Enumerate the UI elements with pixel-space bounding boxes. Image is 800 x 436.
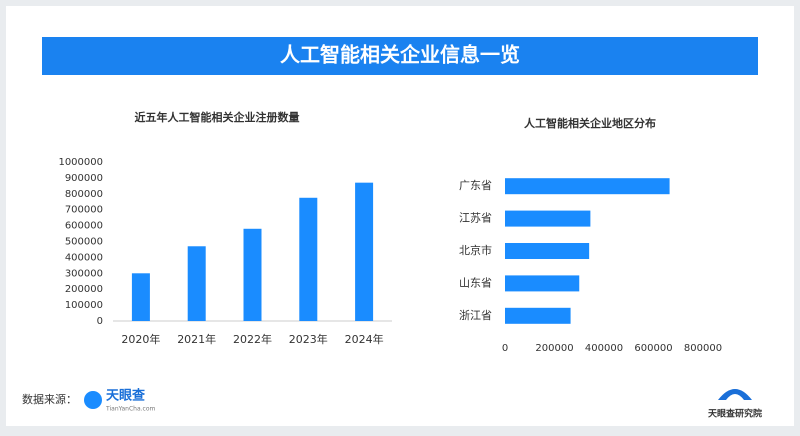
bar xyxy=(299,197,318,321)
x-tick-label: 2023年 xyxy=(289,332,328,346)
y-tick-label: 500000 xyxy=(65,237,103,248)
y-tick-label: 800000 xyxy=(65,189,103,200)
bar xyxy=(505,210,591,227)
y-tick-label: 400000 xyxy=(65,252,103,263)
source-name: 天眼查 xyxy=(106,388,146,404)
y-tick-label: 1000000 xyxy=(58,157,103,168)
source-label: 数据来源： xyxy=(22,392,77,406)
bar xyxy=(505,243,590,259)
chart-title: 人工智能相关企业地区分布 xyxy=(524,116,656,130)
y-tick-label: 700000 xyxy=(65,205,103,216)
title-banner xyxy=(42,37,758,75)
x-tick-label: 2024年 xyxy=(345,332,384,346)
panel xyxy=(6,6,794,426)
bar xyxy=(505,307,571,324)
x-tick-label: 200000 xyxy=(535,343,573,354)
x-tick-label: 2022年 xyxy=(233,332,272,346)
x-tick-label: 2020年 xyxy=(121,332,160,346)
y-tick-label: 江苏省 xyxy=(459,212,492,225)
brand-name: 天眼查研究院 xyxy=(708,408,762,420)
y-tick-label: 浙江省 xyxy=(459,309,492,322)
y-tick-label: 900000 xyxy=(65,173,103,184)
y-tick-label: 100000 xyxy=(65,300,103,311)
bar xyxy=(355,182,374,321)
bar xyxy=(505,275,580,292)
y-tick-label: 广东省 xyxy=(459,179,492,192)
x-tick-label: 600000 xyxy=(634,343,672,354)
bar xyxy=(243,228,262,321)
x-tick-label: 800000 xyxy=(684,343,722,354)
y-tick-label: 0 xyxy=(97,316,103,327)
y-tick-label: 山东省 xyxy=(459,276,492,289)
page-title: 人工智能相关企业信息一览 xyxy=(280,43,520,67)
x-tick-label: 2021年 xyxy=(177,332,216,346)
x-tick-label: 0 xyxy=(502,343,508,354)
bar xyxy=(187,246,206,321)
x-tick-label: 400000 xyxy=(585,343,623,354)
chart-title: 近五年人工智能相关企业注册数量 xyxy=(135,110,300,124)
source-logo xyxy=(84,391,102,409)
y-tick-label: 北京市 xyxy=(459,243,492,257)
y-tick-label: 300000 xyxy=(65,268,103,279)
source-url: TianYanCha.com xyxy=(105,406,155,413)
y-tick-label: 200000 xyxy=(65,284,103,295)
y-tick-label: 600000 xyxy=(65,221,103,232)
bar xyxy=(131,273,150,321)
bar xyxy=(505,178,670,195)
brand-logo xyxy=(718,389,752,400)
